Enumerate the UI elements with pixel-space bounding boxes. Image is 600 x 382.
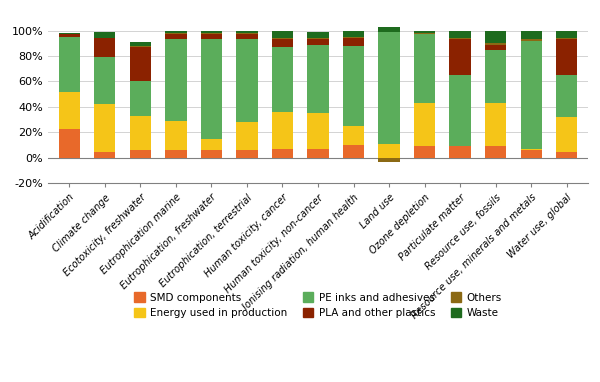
- Bar: [485, 43, 506, 45]
- Bar: [556, 31, 577, 38]
- Bar: [165, 39, 187, 121]
- Bar: [201, 31, 222, 33]
- Bar: [59, 34, 80, 37]
- Bar: [485, 45, 506, 50]
- Bar: [130, 116, 151, 150]
- Bar: [556, 75, 577, 117]
- Bar: [449, 39, 471, 75]
- Bar: [343, 145, 364, 158]
- Bar: [272, 38, 293, 39]
- Bar: [556, 38, 577, 39]
- Bar: [521, 41, 542, 149]
- Bar: [343, 31, 364, 37]
- Bar: [272, 47, 293, 112]
- Bar: [414, 103, 435, 146]
- Bar: [94, 38, 115, 57]
- Bar: [236, 39, 257, 122]
- Bar: [485, 50, 506, 103]
- Bar: [236, 150, 257, 158]
- Bar: [485, 31, 506, 43]
- Bar: [307, 149, 329, 158]
- Bar: [201, 150, 222, 158]
- Bar: [201, 34, 222, 39]
- Bar: [236, 34, 257, 39]
- Bar: [94, 152, 115, 158]
- Bar: [414, 33, 435, 34]
- Bar: [201, 39, 222, 139]
- Bar: [130, 42, 151, 46]
- Bar: [165, 150, 187, 158]
- Bar: [165, 34, 187, 39]
- Legend: SMD components, Energy used in production, PE inks and adhesives, PLA and other : SMD components, Energy used in productio…: [130, 288, 506, 322]
- Bar: [556, 39, 577, 75]
- Bar: [379, 32, 400, 144]
- Bar: [485, 103, 506, 146]
- Bar: [449, 75, 471, 146]
- Bar: [165, 31, 187, 33]
- Bar: [94, 32, 115, 38]
- Bar: [307, 38, 329, 39]
- Bar: [556, 152, 577, 158]
- Bar: [343, 37, 364, 38]
- Bar: [59, 92, 80, 129]
- Bar: [94, 104, 115, 152]
- Bar: [307, 113, 329, 149]
- Bar: [343, 126, 364, 145]
- Bar: [130, 46, 151, 47]
- Bar: [201, 139, 222, 150]
- Bar: [59, 129, 80, 158]
- Bar: [379, 158, 400, 162]
- Bar: [236, 33, 257, 34]
- Bar: [521, 149, 542, 150]
- Bar: [414, 31, 435, 33]
- Bar: [521, 39, 542, 41]
- Bar: [236, 31, 257, 33]
- Bar: [449, 38, 471, 39]
- Bar: [449, 146, 471, 158]
- Bar: [379, 144, 400, 158]
- Bar: [414, 146, 435, 158]
- Bar: [59, 33, 80, 34]
- Bar: [343, 38, 364, 46]
- Bar: [449, 31, 471, 38]
- Bar: [379, 27, 400, 32]
- Bar: [521, 31, 542, 39]
- Bar: [272, 149, 293, 158]
- Bar: [59, 37, 80, 92]
- Bar: [521, 150, 542, 158]
- Bar: [201, 33, 222, 34]
- Bar: [307, 45, 329, 113]
- Bar: [556, 117, 577, 152]
- Bar: [272, 31, 293, 38]
- Bar: [414, 34, 435, 103]
- Bar: [130, 150, 151, 158]
- Bar: [307, 39, 329, 45]
- Bar: [94, 57, 115, 104]
- Bar: [130, 81, 151, 116]
- Bar: [165, 121, 187, 150]
- Bar: [165, 33, 187, 34]
- Bar: [343, 46, 364, 126]
- Bar: [485, 146, 506, 158]
- Bar: [236, 122, 257, 150]
- Bar: [307, 32, 329, 38]
- Bar: [272, 39, 293, 47]
- Bar: [130, 47, 151, 81]
- Bar: [272, 112, 293, 149]
